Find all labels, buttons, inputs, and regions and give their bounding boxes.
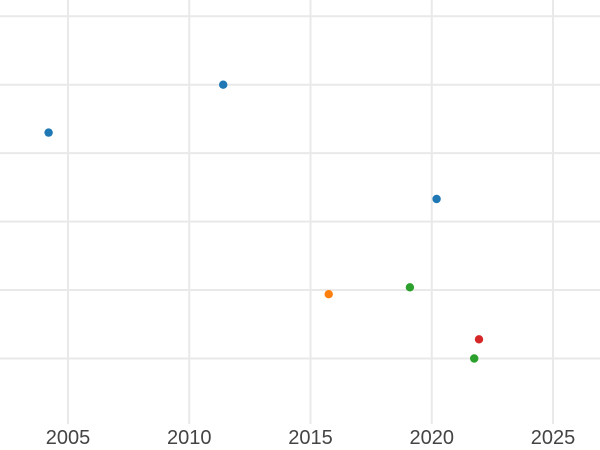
points-layer [44, 80, 484, 363]
x-tick-label: 2010 [167, 427, 212, 449]
data-point-blue [44, 128, 53, 137]
data-point-blue [432, 194, 441, 204]
x-tick-label: 2005 [46, 427, 91, 449]
x-tick-label: 2015 [288, 427, 333, 449]
x-tick-label: 2020 [410, 427, 455, 449]
data-point-green [405, 283, 415, 292]
data-point-blue [219, 80, 228, 89]
x-axis-labels-layer: 2005 2010 2015 2020 2025 [46, 427, 576, 449]
gridlines-layer [0, 0, 600, 424]
data-point-green [470, 354, 479, 363]
x-tick-label: 2025 [531, 427, 576, 449]
data-point-orange [324, 290, 333, 299]
data-point-red [474, 335, 484, 344]
